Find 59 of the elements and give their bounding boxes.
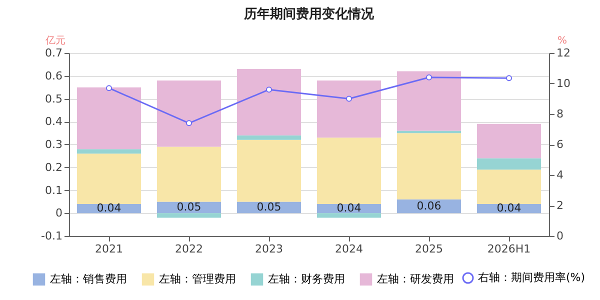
point	[106, 85, 112, 92]
bar	[77, 87, 141, 150]
y-tick-label: 0.4	[45, 115, 62, 128]
bar	[157, 146, 221, 202]
x-tick-label: 2025	[415, 242, 443, 256]
x-tick-label: 2024	[335, 242, 363, 256]
bar	[477, 124, 541, 158]
bar	[317, 213, 381, 218]
y2-tick-label: 2	[556, 199, 564, 212]
x-tick-label: 2021	[95, 242, 123, 256]
y2-tick-label: 10	[556, 77, 570, 90]
bar	[157, 213, 221, 218]
y-tick-label: 0.5	[45, 92, 62, 106]
x-tick-label: 2022	[175, 242, 203, 256]
bar	[77, 154, 141, 204]
y-tick-label: 0.7	[45, 46, 62, 60]
y2-tick-label: 0	[556, 230, 564, 242]
bar	[317, 138, 381, 204]
bar	[157, 80, 221, 147]
y2-tick-label: 8	[556, 108, 564, 120]
bar	[397, 133, 461, 200]
data-label: 0.05	[176, 200, 202, 214]
point	[506, 75, 512, 82]
y-tick-label: 0	[56, 206, 62, 220]
y-tick-label: 0.1	[45, 184, 62, 197]
y-tick-label: 0.2	[45, 160, 62, 174]
bar	[477, 170, 541, 204]
data-label: 0.05	[256, 200, 282, 214]
data-label: 0.04	[496, 202, 522, 215]
point	[346, 96, 352, 102]
y2-tick-label: 6	[556, 138, 564, 151]
y2-tick-label: 12	[556, 46, 570, 60]
y2-axis-title: %	[558, 36, 568, 46]
y-tick-label: -0.1	[41, 230, 62, 242]
legend-label: 右轴：期间费用率(%)	[478, 271, 586, 284]
x-tick-label: 2026H1	[487, 242, 531, 256]
bar	[477, 158, 541, 170]
point	[266, 86, 272, 93]
data-label: 0.06	[416, 199, 442, 212]
y2-tick-label: 4	[556, 168, 564, 182]
data-label: 0.04	[96, 202, 122, 215]
bar	[237, 140, 301, 202]
bar	[77, 149, 141, 154]
bar	[317, 80, 381, 138]
bar	[237, 135, 301, 140]
y-axis-title: 亿元	[44, 36, 66, 46]
bar	[397, 71, 461, 131]
y-tick-label: 0.3	[45, 138, 62, 151]
legend-label: 左轴：管理费用	[159, 272, 236, 286]
chart-title: 历年期间费用变化情况	[243, 6, 375, 22]
x-tick-label: 2023	[255, 242, 283, 256]
data-label: 0.04	[336, 202, 362, 215]
y-tick-label: 0.6	[45, 69, 62, 82]
point	[426, 74, 432, 80]
legend-label: 左轴：财务费用	[268, 272, 345, 286]
legend-label: 左轴：销售费用	[50, 272, 127, 286]
bar	[237, 69, 301, 136]
point	[186, 120, 192, 126]
legend-label: 左轴：研发费用	[377, 272, 454, 286]
